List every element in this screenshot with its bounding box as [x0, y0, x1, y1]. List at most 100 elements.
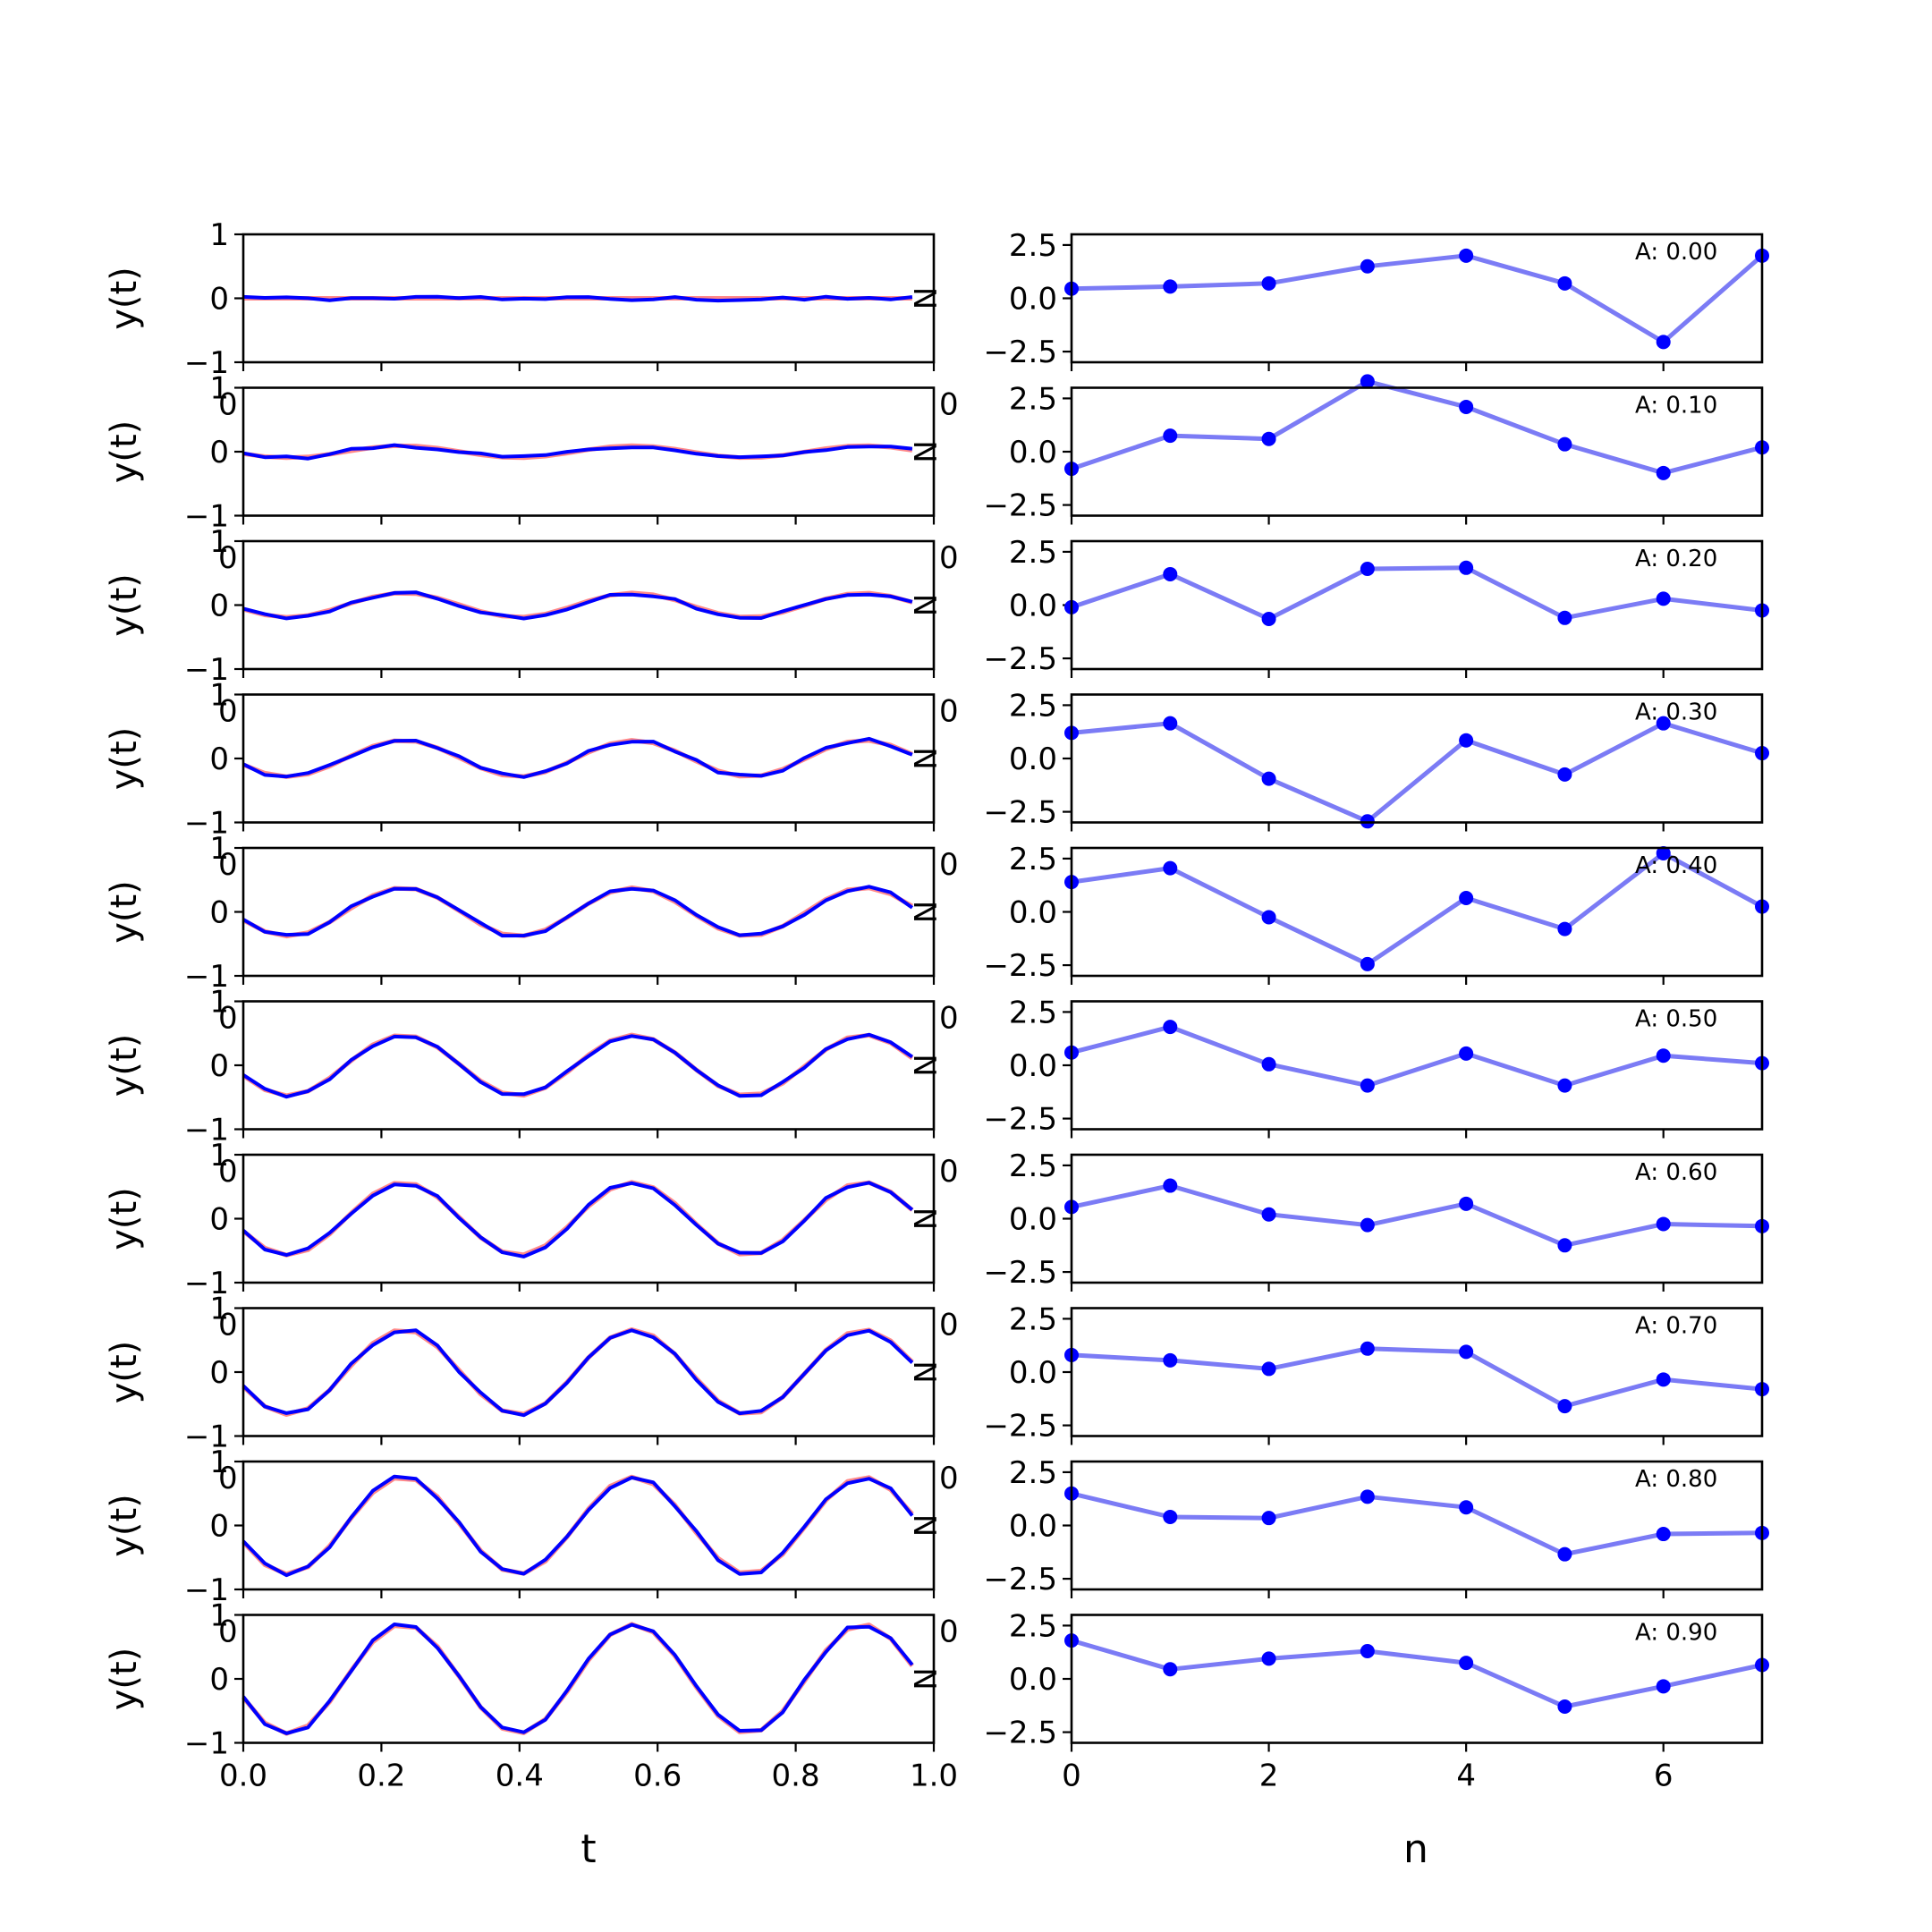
- sequence-line: [1071, 721, 1763, 824]
- y-tick-label: −1: [184, 1419, 229, 1455]
- y-tick-label: 0: [209, 1509, 229, 1545]
- sequence-line: [1071, 1183, 1763, 1248]
- stray-tick-label: 0: [939, 1001, 959, 1037]
- sequence-point: [1557, 1078, 1572, 1093]
- sequence-point: [1656, 1527, 1671, 1542]
- y-tick-label: 0.0: [1009, 1355, 1057, 1391]
- sequence-point: [1360, 1644, 1375, 1659]
- y-axis-label: y(t): [104, 420, 145, 484]
- y-tick-label: 1: [209, 1292, 229, 1327]
- stray-side-label: N: [906, 747, 942, 769]
- sequence-point: [1656, 465, 1671, 480]
- sequence-point: [1656, 591, 1671, 606]
- y-tick-label: 2.5: [1009, 1608, 1057, 1644]
- y-tick-label: −1: [184, 345, 229, 381]
- right-axes-frame: [1070, 846, 1764, 978]
- y-tick-label: 1: [209, 1138, 229, 1174]
- right-axes-frame: [1070, 693, 1764, 824]
- stray-tick-label: 0: [218, 847, 238, 883]
- x-tick-label: 0.6: [633, 1758, 682, 1794]
- x-tick-label: 1.0: [910, 1758, 958, 1794]
- signal-series-line: [242, 1328, 914, 1418]
- y-tick-label: 0: [209, 435, 229, 470]
- stray-side-label: N: [906, 1360, 942, 1383]
- y-tick-label: −1: [184, 1726, 229, 1762]
- y-tick-label: 0.0: [1009, 589, 1057, 624]
- right-panel: 2.5 0.0 −2.5 0 A: 0.10: [939, 374, 1769, 525]
- sequence-point: [1459, 1046, 1474, 1061]
- y-axis-label: y(t): [104, 1494, 145, 1557]
- sequence-point: [1261, 275, 1276, 291]
- y-tick-label: 0: [209, 282, 229, 318]
- stray-tick-label: 0: [218, 1001, 238, 1037]
- left-axes-frame: [242, 693, 936, 824]
- sequence-point: [1261, 1651, 1276, 1666]
- y-tick-label: −2.5: [983, 488, 1057, 524]
- sequence-point: [1656, 1048, 1671, 1063]
- sequence-point: [1163, 428, 1178, 444]
- sequence-point: [1459, 1656, 1474, 1671]
- right-axes-frame: [1070, 539, 1764, 671]
- sequence-point: [1360, 374, 1375, 389]
- sequence-point: [1656, 1679, 1671, 1694]
- sequence-line: [1071, 253, 1764, 344]
- sequence-point: [1459, 399, 1474, 414]
- sequence-point: [1459, 248, 1474, 263]
- sequence-point: [1360, 956, 1375, 971]
- sequence-point: [1656, 1372, 1671, 1387]
- y-axis-label: y(t): [104, 727, 145, 791]
- x-tick-label: 2: [1259, 1758, 1279, 1794]
- y-tick-label: 0: [209, 1202, 229, 1238]
- y-tick-label: 0: [209, 1048, 229, 1084]
- sequence-point: [1360, 1489, 1375, 1504]
- sequence-point: [1557, 1399, 1572, 1414]
- x-tick-label: 6: [1654, 1758, 1674, 1794]
- y-tick-label: 0.0: [1009, 1202, 1057, 1238]
- amplitude-annotation: A: 0.60: [1635, 1159, 1717, 1186]
- sequence-line: [1071, 1638, 1763, 1709]
- stray-tick-label: 0: [939, 1308, 959, 1343]
- sequence-line: [1071, 565, 1763, 622]
- sequence-point: [1459, 1344, 1474, 1360]
- signal-series-line: [242, 443, 913, 461]
- left-axes-frame: [242, 1000, 936, 1131]
- y-tick-label: −1: [184, 959, 229, 995]
- stray-tick-label: 0: [939, 847, 959, 883]
- stray-tick-label: 0: [939, 694, 959, 730]
- left-axes-frame: [242, 233, 936, 364]
- y-tick-label: −1: [184, 1266, 229, 1301]
- left-axes-frame: [242, 1153, 936, 1284]
- y-tick-label: 1: [209, 831, 229, 867]
- sequence-point: [1163, 566, 1178, 581]
- y-tick-label: 0.0: [1009, 282, 1057, 318]
- signal-series-line: [242, 294, 913, 303]
- amplitude-annotation: A: 0.10: [1635, 393, 1717, 419]
- x-tick-label: 0.4: [496, 1758, 544, 1794]
- amplitude-annotation: A: 0.70: [1635, 1313, 1717, 1340]
- y-tick-label: 1: [209, 985, 229, 1021]
- y-axis-label: y(t): [104, 1187, 145, 1250]
- y-tick-label: 0: [209, 895, 229, 931]
- right-panel: 2.5 0.0 −2.5 0 A: 0.80: [939, 1455, 1769, 1598]
- y-tick-label: 0: [209, 589, 229, 624]
- signal-series-line: [242, 1181, 914, 1258]
- right-axes-frame: [1070, 386, 1764, 517]
- sequence-point: [1360, 1217, 1375, 1233]
- y-tick-label: 2.5: [1009, 1301, 1057, 1337]
- sequence-point: [1360, 1078, 1375, 1093]
- right-axes-frame: [1070, 233, 1764, 364]
- x-tick-label: 4: [1456, 1758, 1476, 1794]
- sequence-line: [1071, 1346, 1763, 1409]
- y-tick-label: 0.0: [1009, 435, 1057, 470]
- sequence-point: [1163, 1509, 1178, 1524]
- sequence-point: [1656, 845, 1671, 860]
- sequence-point: [1557, 275, 1572, 291]
- right-x-axis-label: n: [1403, 1826, 1428, 1872]
- stray-tick-label: 0: [218, 694, 238, 730]
